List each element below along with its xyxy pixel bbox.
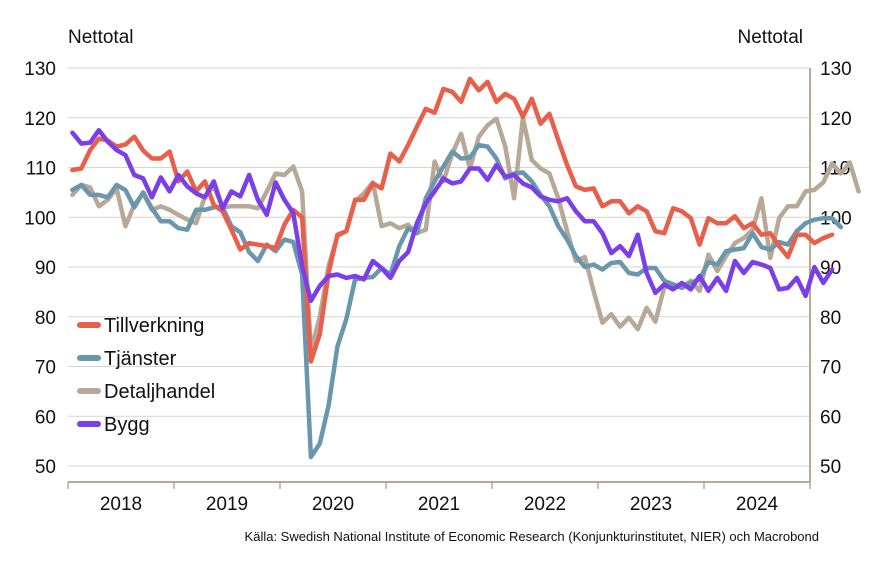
gridlines	[68, 67, 810, 467]
y-tick-label-left: 90	[35, 258, 56, 279]
y-tick-label-left: 70	[35, 358, 56, 379]
series-line-tjänster	[70, 142, 844, 460]
year-label: 2020	[312, 494, 354, 515]
year-label: 2023	[630, 494, 672, 515]
year-label: 2022	[524, 494, 566, 515]
legend: Tillverkning Tjänster Detaljhandel Bygg	[77, 315, 215, 436]
y-tick-label-right: 60	[820, 407, 841, 428]
legend-label: Tjänster	[104, 348, 177, 370]
y-tick-label-right: 70	[820, 358, 841, 379]
y-tick-label-left: 100	[24, 208, 56, 229]
year-label: 2019	[206, 494, 248, 515]
y-tick-label-left: 130	[24, 59, 56, 80]
series-line-bygg	[70, 127, 835, 304]
y-tick-label-left: 110	[26, 159, 56, 180]
year-label: 2018	[100, 494, 142, 515]
y-tick-label-right: 50	[820, 457, 841, 478]
y-tick-label-left: 60	[35, 407, 56, 428]
year-label: 2021	[418, 494, 460, 515]
y-tick-label-right: 80	[820, 308, 841, 329]
y-axis-title-right: Nettotal	[738, 27, 803, 48]
x-ticks	[67, 482, 811, 489]
y-tick-label-right: 130	[820, 59, 852, 80]
source-note: Källa: Swedish National Institute of Eco…	[245, 529, 819, 544]
legend-label: Detaljhandel	[104, 381, 215, 403]
y-tick-label-right: 100	[820, 208, 852, 229]
year-label: 2024	[736, 494, 779, 515]
legend-label: Bygg	[104, 414, 150, 436]
legend-label: Tillverkning	[104, 315, 204, 337]
series-line-detaljhandel	[70, 115, 861, 353]
year-labels: 2018 2019 2020 2021 2022 2023 2024	[100, 494, 779, 515]
y-tick-label-left: 80	[35, 308, 56, 329]
y-tick-label-left: 50	[35, 457, 56, 478]
y-tick-labels-left: 50 60 70 80 90 100 110 120 130	[24, 59, 56, 478]
y-axis-title-left: Nettotal	[68, 27, 133, 48]
y-tick-label-left: 120	[24, 109, 56, 130]
y-tick-label-right: 120	[820, 109, 852, 130]
series-lines	[70, 76, 861, 460]
series-line-tillverkning	[70, 76, 835, 364]
